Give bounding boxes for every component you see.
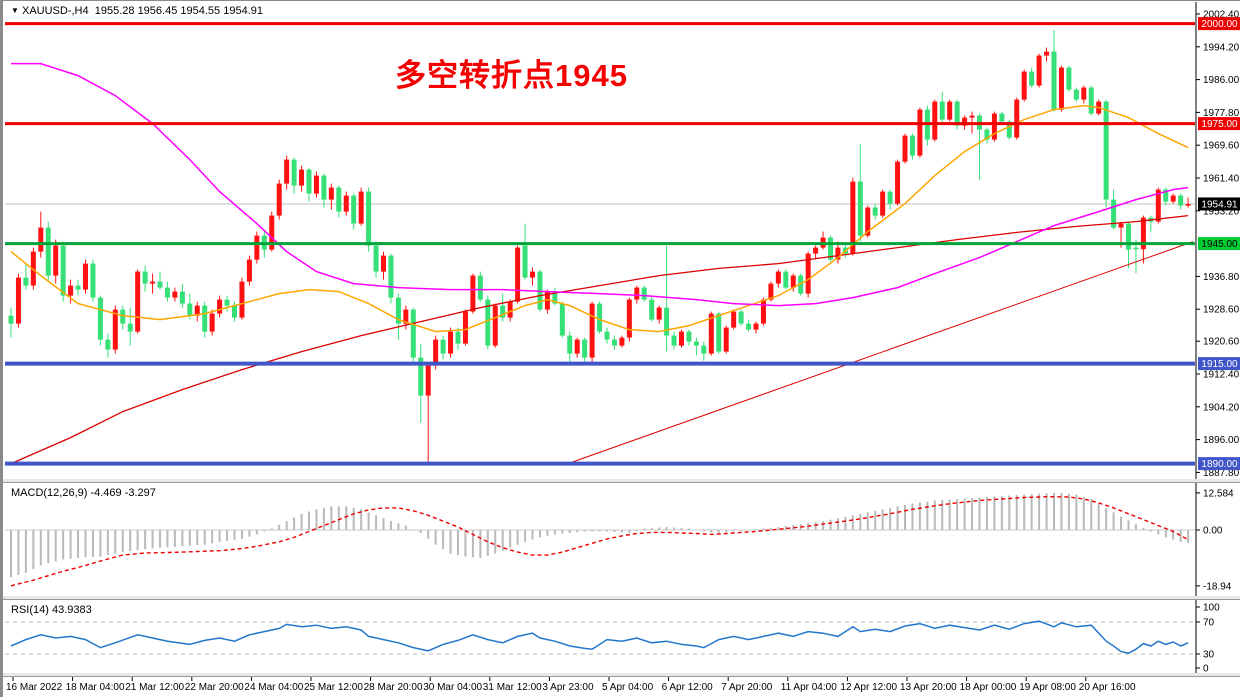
svg-text:1896.00: 1896.00 bbox=[1203, 435, 1240, 446]
macd-panel[interactable]: 12.584 0.00 -18.94 MACD(12,26,9) -4.469 -3… bbox=[3, 482, 1240, 598]
svg-text:1994.20: 1994.20 bbox=[1203, 42, 1240, 53]
ohlc-open: 1955.28 bbox=[94, 5, 135, 17]
svg-text:2000.00: 2000.00 bbox=[1201, 19, 1238, 30]
svg-text:1977.80: 1977.80 bbox=[1203, 108, 1240, 119]
time-label: 20 Apr 16:00 bbox=[1078, 682, 1136, 693]
svg-text:1961.40: 1961.40 bbox=[1203, 174, 1240, 185]
svg-text:1953.20: 1953.20 bbox=[1203, 206, 1240, 217]
svg-text:100: 100 bbox=[1203, 603, 1220, 614]
panel-splitter[interactable] bbox=[3, 479, 1240, 482]
time-label: 5 Apr 04:00 bbox=[602, 682, 654, 693]
svg-text:1912.40: 1912.40 bbox=[1203, 370, 1240, 381]
svg-text:30: 30 bbox=[1203, 650, 1215, 661]
svg-text:2002.40: 2002.40 bbox=[1203, 10, 1240, 21]
time-label: 24 Mar 04:00 bbox=[244, 682, 304, 693]
svg-text:1887.80: 1887.80 bbox=[1203, 468, 1240, 479]
svg-text:1936.80: 1936.80 bbox=[1203, 272, 1240, 283]
svg-text:12.584: 12.584 bbox=[1203, 488, 1234, 499]
svg-text:1969.60: 1969.60 bbox=[1203, 141, 1240, 152]
svg-text:1986.00: 1986.00 bbox=[1203, 75, 1240, 86]
ohlc-close: 1954.91 bbox=[223, 5, 263, 17]
macd-canvas[interactable]: 12.584 0.00 -18.94 bbox=[3, 483, 1240, 597]
svg-text:1928.60: 1928.60 bbox=[1203, 305, 1240, 316]
time-label: 22 Mar 20:00 bbox=[184, 682, 244, 693]
time-label: 18 Mar 04:00 bbox=[65, 682, 125, 693]
symbol-title: ▼ XAUUSD-,H4 1955.28 1956.45 1954.55 195… bbox=[11, 5, 263, 17]
time-label: 12 Apr 12:00 bbox=[840, 682, 898, 693]
panel-splitter[interactable] bbox=[3, 596, 1240, 599]
rsi-label: RSI(14) 43.9383 bbox=[11, 604, 92, 616]
time-label: 7 Apr 20:00 bbox=[721, 682, 773, 693]
time-label: 16 Mar 2022 bbox=[6, 682, 63, 693]
ohlc-high: 1956.45 bbox=[137, 5, 178, 17]
time-label: 28 Mar 20:00 bbox=[363, 682, 423, 693]
time-label: 13 Apr 20:00 bbox=[900, 682, 957, 693]
svg-text:1945.00: 1945.00 bbox=[1201, 239, 1238, 250]
rsi-panel[interactable]: 100 70 30 0 RSI(14) 43.9383 bbox=[3, 599, 1240, 675]
time-axis[interactable]: 16 Mar 2022 18 Mar 04:00 21 Mar 12:00 22 Ma… bbox=[3, 676, 1240, 697]
svg-text:1975.00: 1975.00 bbox=[1201, 119, 1238, 130]
time-label: 3 Apr 23:00 bbox=[542, 682, 594, 693]
svg-text:-18.94: -18.94 bbox=[1203, 581, 1232, 592]
time-label: 25 Mar 12:00 bbox=[304, 682, 363, 693]
svg-text:0: 0 bbox=[1203, 664, 1209, 675]
time-label: 21 Mar 12:00 bbox=[125, 682, 185, 693]
svg-text:1890.00: 1890.00 bbox=[1201, 459, 1238, 470]
svg-text:0.00: 0.00 bbox=[1203, 526, 1223, 537]
time-label: 18 Apr 00:00 bbox=[959, 682, 1017, 693]
time-label: 6 Apr 12:00 bbox=[661, 682, 713, 693]
time-label: 31 Mar 12:00 bbox=[482, 682, 542, 693]
symbol-dropdown-icon[interactable]: ▼ bbox=[11, 6, 19, 15]
svg-text:1954.91: 1954.91 bbox=[1201, 199, 1238, 210]
time-label: 19 Apr 08:00 bbox=[1019, 682, 1076, 693]
time-label: 11 Apr 04:00 bbox=[780, 682, 837, 693]
macd-label: MACD(12,26,9) -4.469 -3.297 bbox=[11, 487, 156, 499]
chart-annotation-text[interactable]: 多空转折点1945 bbox=[395, 58, 628, 93]
ohlc-low: 1954.55 bbox=[180, 5, 221, 17]
price-chart-canvas[interactable]: 2002.40 1994.20 1986.00 1977.80 1969.60 1961.… bbox=[3, 2, 1240, 479]
rsi-canvas[interactable]: 100 70 30 0 bbox=[3, 600, 1240, 674]
price-chart-panel[interactable]: 2002.40 1994.20 1986.00 1977.80 1969.60 1961.… bbox=[3, 2, 1240, 480]
svg-text:1920.60: 1920.60 bbox=[1203, 337, 1240, 348]
svg-text:1915.00: 1915.00 bbox=[1201, 359, 1238, 370]
svg-text:1904.20: 1904.20 bbox=[1203, 402, 1240, 413]
time-label: 30 Mar 04:00 bbox=[423, 682, 483, 693]
svg-text:70: 70 bbox=[1203, 618, 1215, 629]
panel-splitter[interactable] bbox=[3, 673, 1240, 676]
symbol-name: XAUUSD-,H4 bbox=[21, 5, 89, 17]
